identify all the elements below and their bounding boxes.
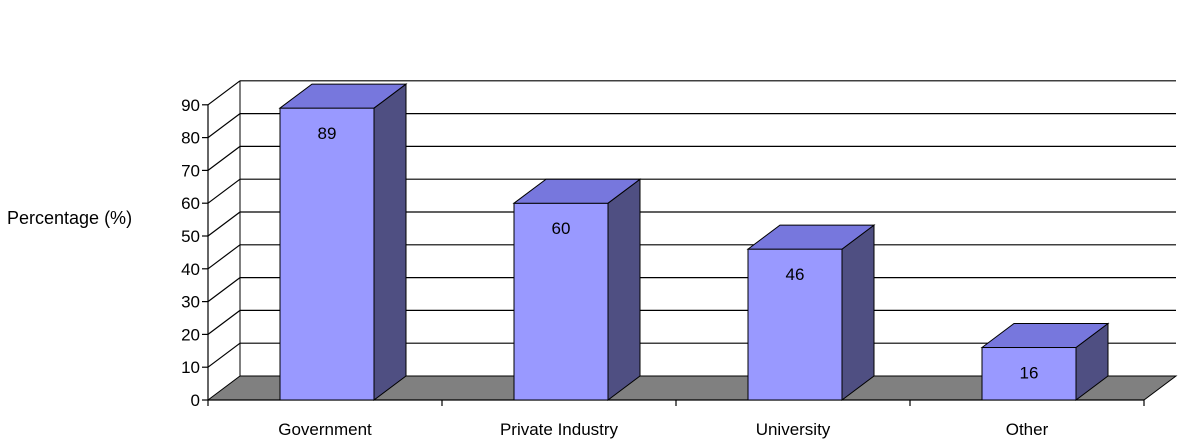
- data-label-0: 89: [318, 124, 337, 143]
- gridline-side-50: [207, 211, 241, 237]
- bar-front-0: [279, 107, 375, 401]
- x-category-label-2: University: [756, 420, 831, 439]
- y-tick-label-40: 40: [181, 260, 200, 279]
- y-tick-label-10: 10: [181, 358, 200, 377]
- gridline-side-80: [207, 113, 241, 139]
- y-tick-label-50: 50: [181, 227, 200, 246]
- bar-top-3: [980, 323, 1110, 349]
- data-label-1: 60: [552, 219, 571, 238]
- bar-layer: [278, 83, 1110, 401]
- gridline-side-60: [207, 178, 241, 204]
- gridline-side-10: [207, 342, 241, 368]
- y-tick-label-30: 30: [181, 293, 200, 312]
- bar-side-0: [373, 83, 407, 401]
- bar-front-3: [981, 347, 1077, 401]
- y-tick-label-90: 90: [181, 96, 200, 115]
- y-tick-label-60: 60: [181, 194, 200, 213]
- gridline-side-20: [207, 309, 241, 335]
- bar-top-1: [512, 178, 642, 204]
- y-tick-label-20: 20: [181, 325, 200, 344]
- y-axis-title: Percentage (%): [7, 208, 132, 228]
- y-tick-label-80: 80: [181, 129, 200, 148]
- gridline-side-30: [207, 277, 241, 303]
- gridline-side-40: [207, 244, 241, 270]
- x-category-label-1: Private Industry: [500, 420, 619, 439]
- bar-side-1: [607, 178, 641, 401]
- bar-front-2: [747, 248, 843, 401]
- bar-top-2: [746, 224, 876, 250]
- x-category-label-3: Other: [1006, 420, 1049, 439]
- gridline-side-90: [207, 80, 241, 106]
- bar-side-2: [841, 224, 875, 401]
- label-layer: 0 10 20 30 40 50 60 70 80 90 89 Government 60 Private…: [181, 96, 1049, 439]
- data-label-3: 16: [1020, 364, 1039, 383]
- bar-top-0: [278, 83, 408, 109]
- y-tick-label-70: 70: [181, 161, 200, 180]
- data-label-2: 46: [786, 265, 805, 284]
- y-tick-label-0: 0: [191, 391, 200, 410]
- x-category-label-0: Government: [278, 420, 372, 439]
- gridline-side-70: [207, 145, 241, 171]
